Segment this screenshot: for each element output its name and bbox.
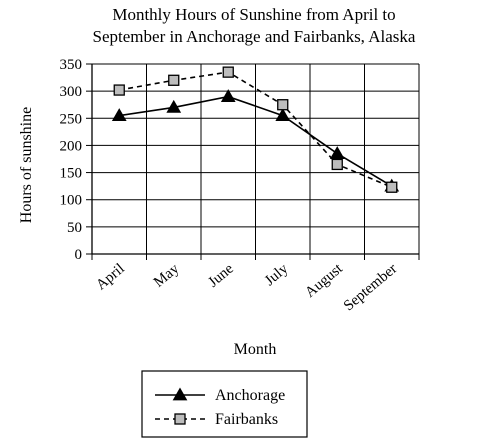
y-tick-label: 100 [60, 193, 83, 209]
square-marker [114, 85, 124, 95]
square-marker [169, 75, 179, 85]
x-axis-label: Month [234, 341, 277, 358]
y-tick-label: 150 [60, 166, 83, 182]
x-tick-label: May [151, 260, 183, 290]
square-marker [278, 100, 288, 110]
square-marker [387, 182, 397, 192]
chart-title: Monthly Hours of Sunshine from April to … [93, 5, 416, 46]
y-tick-label: 0 [75, 247, 83, 263]
chart-title-line-1: Monthly Hours of Sunshine from April to [112, 5, 395, 24]
legend: Anchorage Fairbanks [142, 371, 307, 437]
x-tick-label: August [302, 260, 346, 301]
legend-label: Fairbanks [215, 411, 278, 428]
x-tick-label: September [341, 261, 400, 314]
y-tick-label: 250 [60, 111, 83, 127]
y-axis-ticks: 0 50 100 150 200 250 300 350 [60, 57, 93, 263]
x-tick-label: April [93, 261, 128, 294]
triangle-marker [222, 90, 235, 101]
x-tick-label: July [262, 260, 292, 289]
gridlines [92, 64, 419, 254]
square-marker [223, 67, 233, 77]
legend-label: Anchorage [215, 387, 285, 404]
triangle-marker [331, 147, 344, 158]
square-marker [332, 159, 342, 169]
y-axis-label: Hours of sunshine [18, 107, 35, 223]
square-marker [175, 414, 185, 424]
chart-title-line-2: September in Anchorage and Fairbanks, Al… [93, 27, 416, 46]
y-tick-label: 200 [60, 138, 83, 154]
y-tick-label: 50 [67, 220, 82, 236]
y-tick-label: 300 [60, 84, 83, 100]
x-tick-label: June [205, 261, 237, 291]
y-tick-label: 350 [60, 57, 83, 73]
